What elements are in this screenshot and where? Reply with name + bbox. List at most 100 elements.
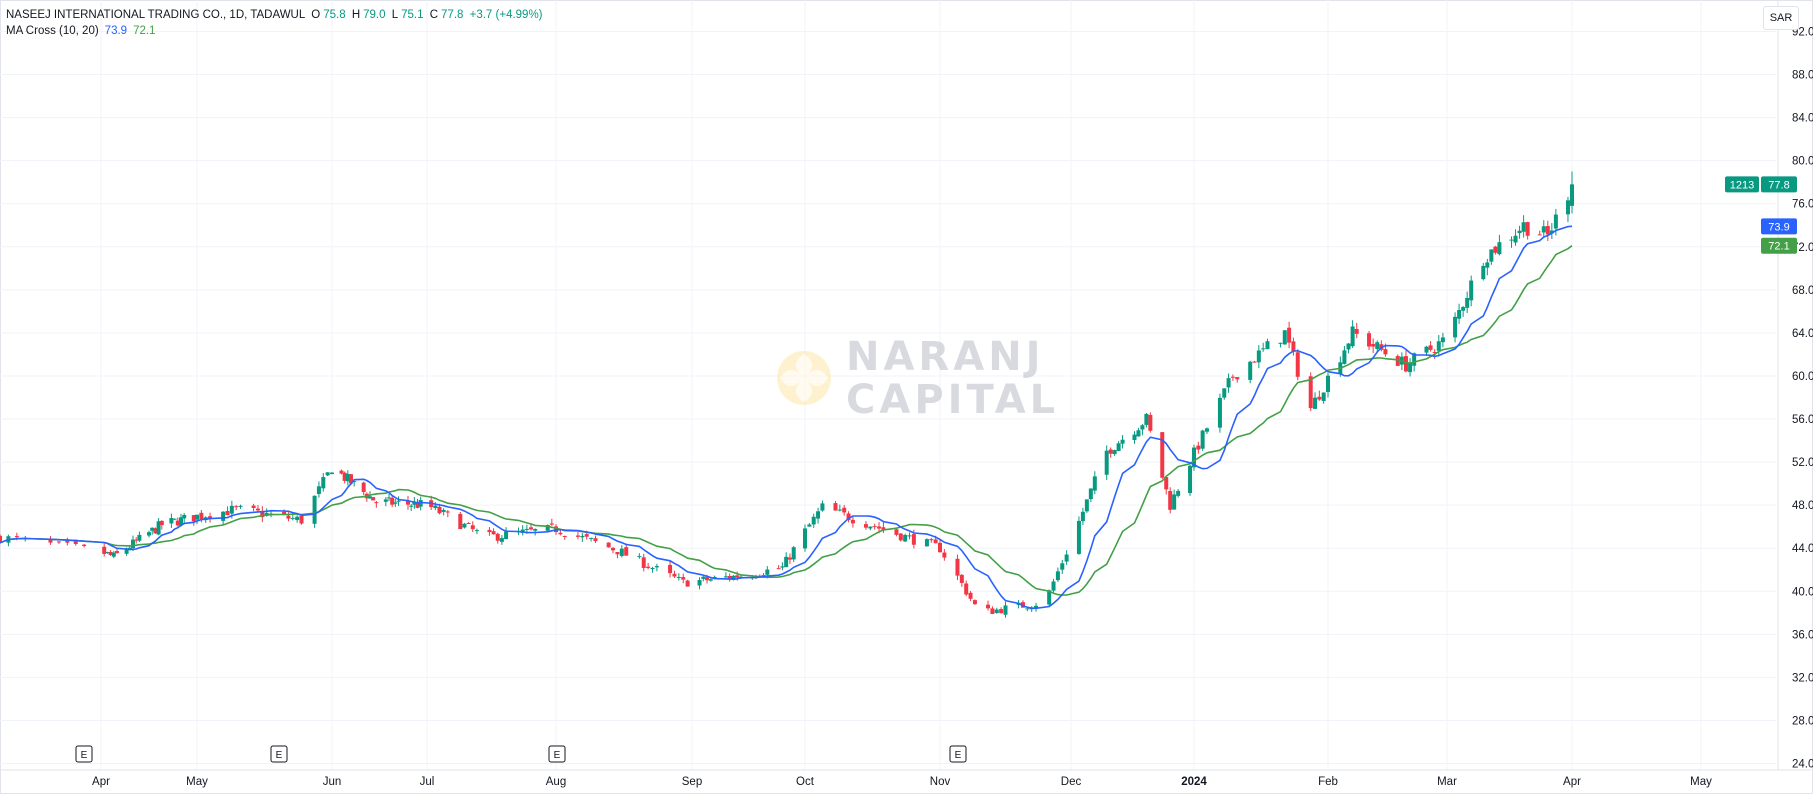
- x-tick-label: Nov: [930, 776, 951, 788]
- earnings-marker[interactable]: [270, 745, 288, 763]
- candle-body: [593, 538, 598, 542]
- candle-body: [286, 515, 291, 519]
- candle-body: [1469, 280, 1474, 301]
- candle-body: [877, 526, 882, 529]
- candle-body: [646, 566, 651, 568]
- candle-body: [999, 609, 1004, 614]
- candle-body: [437, 506, 442, 514]
- x-tick-label: Dec: [1061, 776, 1082, 788]
- symbol-title[interactable]: NASEEJ INTERNATIONAL TRADING CO., 1D, TA…: [6, 9, 306, 21]
- candle-body: [466, 523, 471, 525]
- candle-body: [361, 482, 366, 492]
- candle-body: [1375, 342, 1380, 349]
- candle-body: [1084, 499, 1089, 512]
- watermark-line1: NARANJ: [846, 334, 1045, 380]
- candle-body: [1317, 396, 1322, 400]
- candle-body: [529, 527, 534, 530]
- candle-body: [558, 532, 563, 535]
- candle-body: [470, 525, 475, 530]
- close-value: 77.8: [441, 9, 464, 21]
- candle-body: [1136, 430, 1141, 437]
- candle-body: [418, 500, 423, 507]
- candle-body: [990, 608, 995, 615]
- time-axis: Apr May Jun Jul Aug Sep Oct Nov Dec 2024 Feb Mar Apr…: [0, 769, 1811, 788]
- candle-body: [1346, 343, 1351, 350]
- candle-body: [208, 516, 213, 519]
- candle-body: [445, 511, 450, 513]
- candle-body: [415, 503, 420, 508]
- low-value: 75.1: [401, 9, 424, 21]
- candle-body: [409, 505, 414, 507]
- price-axis: 24.00 28.00 32.00 36.00 40.00 44.00 48.00 52.00…: [1777, 0, 1813, 771]
- candle-body: [504, 531, 509, 540]
- candle-body: [765, 569, 770, 575]
- candle-body: [147, 532, 151, 536]
- candle-body: [1509, 239, 1514, 241]
- candle-body: [787, 557, 792, 560]
- watermark: NARANJ CAPITAL: [776, 332, 1055, 422]
- candle-body: [321, 477, 326, 489]
- y-tick-label: 60.00: [1792, 371, 1813, 383]
- currency-button[interactable]: SAR: [1763, 6, 1799, 30]
- candle-body: [1226, 378, 1231, 388]
- candle-body: [575, 535, 580, 537]
- candle-body: [1188, 465, 1193, 494]
- candle-body: [374, 502, 379, 504]
- candle-body: [406, 500, 410, 505]
- candle-body: [1440, 337, 1445, 343]
- candle-body: [1367, 333, 1372, 347]
- candle-body: [175, 520, 180, 526]
- candle-body: [894, 529, 899, 535]
- earnings-marker-label: E: [554, 750, 561, 761]
- candle-body: [676, 576, 681, 578]
- candle-body: [697, 580, 702, 586]
- candle-body: [1256, 350, 1261, 363]
- candle-body: [487, 529, 492, 533]
- candle-body: [1383, 349, 1388, 355]
- candle-body: [412, 501, 417, 505]
- candle-body: [1432, 352, 1437, 354]
- candle-body: [942, 552, 947, 558]
- earnings-marker[interactable]: [949, 745, 967, 763]
- candle-body: [238, 505, 243, 507]
- candle-body: [584, 534, 589, 537]
- candle-body: [933, 539, 938, 544]
- candle-body: [1436, 341, 1441, 351]
- candle-body: [221, 511, 226, 521]
- candle-body: [387, 497, 391, 499]
- indicator-title[interactable]: MA Cross (10, 20): [6, 25, 99, 37]
- candle-body: [1192, 447, 1196, 468]
- candle-body: [1287, 327, 1292, 343]
- candle-body: [955, 558, 960, 576]
- earnings-marker[interactable]: [548, 745, 566, 763]
- ma10-price-tag: 73.9: [1768, 221, 1789, 233]
- ohlc-values: O 75.8 H 79.0 L 75.1 C 77.8 +3.7 (+4.99%): [311, 7, 545, 23]
- candle-body: [499, 538, 504, 542]
- candle-body: [153, 528, 158, 534]
- candle-body: [1412, 353, 1417, 366]
- candle-body: [73, 541, 78, 545]
- candle-body: [1481, 265, 1486, 280]
- chart-legend: NASEEJ INTERNATIONAL TRADING CO., 1D, TA…: [6, 7, 546, 39]
- candle-body: [325, 472, 330, 476]
- candle-body: [150, 527, 155, 531]
- y-tick-label: 88.00: [1792, 70, 1813, 82]
- candle-body: [1060, 563, 1065, 570]
- countdown-tag-bg: [1725, 176, 1759, 193]
- candle-body: [803, 528, 807, 549]
- candle-body: [898, 533, 903, 541]
- candle-body: [1112, 450, 1117, 455]
- y-tick-label: 64.00: [1792, 328, 1813, 340]
- candle-body: [637, 556, 642, 558]
- candle-body: [807, 524, 812, 527]
- candle-body: [907, 535, 912, 537]
- candle-body: [1291, 341, 1296, 352]
- candle-body: [1408, 363, 1413, 373]
- candle-body: [462, 523, 467, 528]
- earnings-marker[interactable]: [75, 745, 93, 763]
- candle-body: [105, 552, 110, 554]
- candle-body: [179, 517, 183, 526]
- candle-body: [102, 546, 107, 554]
- candle-body: [701, 576, 706, 579]
